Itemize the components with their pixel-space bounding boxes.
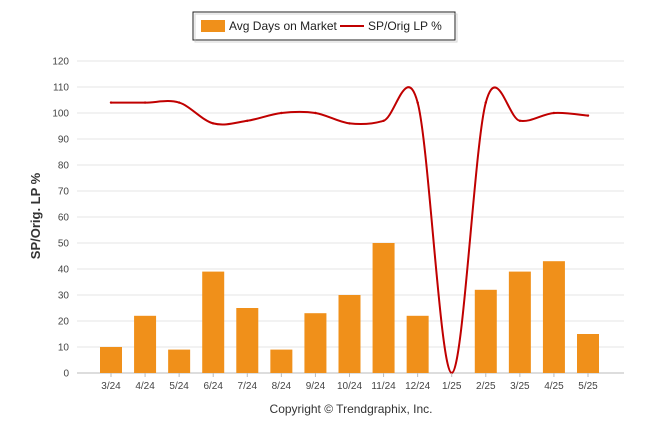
bar-8-24: [270, 349, 293, 373]
x-tick-label: 11/24: [371, 381, 396, 392]
x-tick-label: 12/24: [405, 381, 430, 392]
legend-label-avg-days: Avg Days on Market: [229, 19, 337, 33]
y-tick-label: 40: [58, 265, 70, 276]
y-tick-label: 0: [63, 369, 69, 380]
bar-7-24: [236, 308, 259, 373]
legend-shadow: [194, 13, 458, 43]
bar-10-24: [338, 295, 361, 373]
bar-11-24: [372, 243, 395, 373]
y-tick-label: 10: [58, 343, 70, 354]
y-axis-label: SP/Orig. LP %: [28, 172, 43, 259]
line-point-5-25: [586, 114, 590, 117]
x-tick-label: 5/25: [578, 381, 598, 392]
x-tick-label: 1/25: [442, 381, 462, 392]
x-tick-label: 9/24: [306, 381, 326, 392]
y-tick-label: 80: [58, 161, 70, 172]
y-tick-label: 100: [52, 109, 69, 120]
line-point-8-24: [280, 111, 283, 115]
x-tick-label: 3/24: [101, 381, 121, 392]
line-point-11-24: [382, 119, 385, 123]
y-tick-label: 120: [52, 57, 69, 68]
bar-5-24: [168, 349, 191, 373]
line-point-7-24: [246, 119, 249, 123]
legend: Avg Days on Market SP/Orig LP %: [192, 11, 458, 43]
x-tick-label: 4/24: [135, 381, 155, 392]
bar-12-24: [406, 315, 429, 373]
y-tick-label: 30: [58, 291, 70, 302]
line-point-10-24: [348, 122, 351, 125]
x-tick-label: 6/24: [203, 381, 223, 392]
x-tick-label: 2/25: [476, 381, 496, 392]
line-point-3-25: [518, 119, 522, 123]
line-series: [109, 86, 590, 375]
legend-swatch-avg-days: [201, 20, 225, 32]
line-point-6-24: [212, 122, 215, 125]
line-point-12-24: [416, 101, 419, 104]
line-point-3-24: [109, 101, 113, 104]
line-point-9-24: [314, 111, 317, 115]
grid-lines: [77, 60, 624, 374]
bar-4-24: [134, 315, 157, 373]
legend-box: [192, 11, 456, 41]
sp-orig-lp-line: [111, 86, 589, 375]
bar-series: [100, 243, 599, 373]
x-tick-label: 7/24: [238, 381, 258, 392]
legend-label-sp-orig: SP/Orig LP %: [368, 19, 442, 33]
x-tick-label: 3/25: [510, 381, 530, 392]
copyright-footer: Copyright © Trendgraphix, Inc.: [270, 402, 433, 416]
bar-3-24: [100, 347, 122, 373]
bar-2-25: [474, 289, 497, 373]
bar-9-24: [304, 313, 327, 373]
x-tick-label: 10/24: [337, 381, 362, 392]
x-tick-label: 8/24: [272, 381, 292, 392]
x-tick-label: 5/24: [169, 381, 189, 392]
line-point-5-24: [177, 101, 181, 104]
bar-5-25: [577, 334, 599, 373]
bar-6-24: [202, 271, 225, 373]
bar-4-25: [542, 261, 565, 373]
y-tick-label: 90: [58, 135, 70, 146]
bar-3-25: [508, 271, 531, 373]
y-tick-label: 50: [58, 239, 70, 250]
y-tick-label: 110: [53, 83, 69, 94]
y-tick-label: 20: [58, 317, 70, 328]
x-tick-label: 4/25: [544, 381, 564, 392]
line-point-4-24: [143, 101, 147, 104]
line-point-4-25: [552, 111, 556, 115]
y-tick-label: 70: [58, 187, 70, 198]
line-point-2-25: [484, 101, 487, 104]
y-axis: 0 10 20 30 40 50 60 70 80 90 100 110 120: [52, 57, 69, 380]
y-tick-label: 60: [58, 213, 70, 224]
x-axis: 3/24 4/24 5/24 6/24 7/24 8/24 9/24 10/24 11/24 12…: [101, 373, 598, 392]
